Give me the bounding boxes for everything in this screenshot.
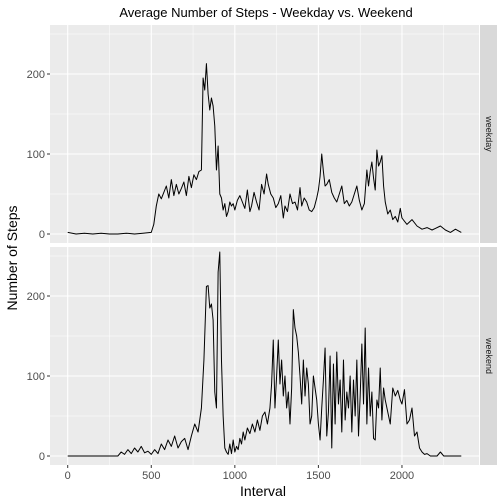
panels-layer: 0 100 200 weekday 0 100 200 weekend 0 500 1000 1500… (27, 25, 497, 482)
panel-weekday: 0 100 200 weekday (27, 25, 497, 243)
panel-weekend: 0 100 200 weekend 0 500 1000 1500 2000 (27, 247, 497, 482)
x-tick-label: 0 (65, 470, 71, 482)
strip-label-weekday: weekday (484, 115, 494, 152)
x-tick-label: 500 (142, 470, 160, 482)
panel-background (50, 25, 479, 243)
x-tick-label: 1000 (223, 470, 247, 482)
y-tick-label: 0 (39, 229, 45, 241)
series-line-weekend (67, 251, 462, 457)
y-axis-title: Number of Steps (4, 205, 20, 310)
strip-background (480, 25, 497, 243)
y-tick-label: 200 (27, 69, 45, 81)
strip-label-weekend: weekend (484, 337, 494, 374)
x-tick-label: 2000 (390, 470, 414, 482)
x-axis-title: Interval (240, 483, 286, 499)
y-tick-label: 0 (39, 451, 45, 463)
y-tick-label: 100 (27, 149, 45, 161)
series-line-weekday (67, 63, 462, 235)
panel-background (50, 247, 479, 465)
y-tick-label: 200 (27, 291, 45, 303)
strip-background (480, 247, 497, 465)
x-tick-label: 1500 (306, 470, 330, 482)
y-tick-label: 100 (27, 371, 45, 383)
chart-title: Average Number of Steps - Weekday vs. We… (119, 5, 412, 20)
